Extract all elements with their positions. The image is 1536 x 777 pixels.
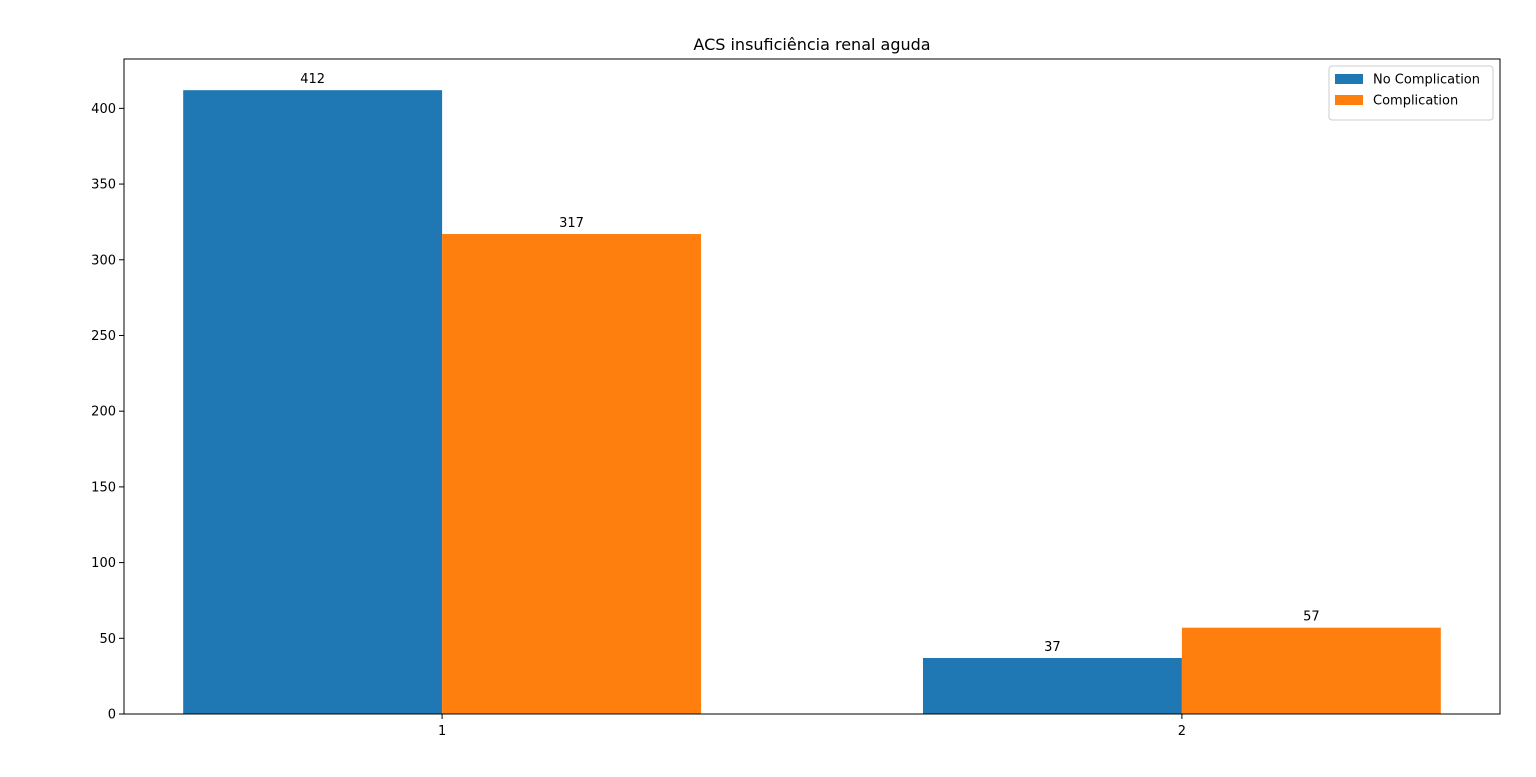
legend-swatch-no-complication xyxy=(1335,74,1363,84)
y-axis: 0 50 100 150 200 250 300 350 400 xyxy=(91,102,124,723)
y-tick-label: 200 xyxy=(91,405,116,420)
plot-frame xyxy=(123,58,1501,715)
y-tick-label: 0 xyxy=(108,708,116,723)
bar-no-complication-1 xyxy=(183,90,443,714)
y-tick-label: 100 xyxy=(91,556,116,571)
x-tick-label: 2 xyxy=(1178,724,1186,739)
y-tick-label: 250 xyxy=(91,329,116,344)
y-tick-label: 300 xyxy=(91,253,116,268)
y-tick-label: 400 xyxy=(91,102,116,117)
legend-label: Complication xyxy=(1373,94,1458,109)
bar-value-label: 37 xyxy=(1044,640,1061,655)
legend-label: No Complication xyxy=(1373,73,1480,88)
y-tick-label: 150 xyxy=(91,480,116,495)
x-tick-label: 1 xyxy=(438,724,446,739)
bars-group xyxy=(183,90,1441,715)
legend-frame xyxy=(1328,65,1494,121)
chart-title: ACS insuficiência renal aguda xyxy=(693,35,930,54)
bar-complication-1 xyxy=(442,234,702,715)
bar-value-label: 412 xyxy=(300,72,325,87)
bar-no-complication-2 xyxy=(922,657,1182,714)
bar-labels-group: 412 37 317 57 xyxy=(300,72,1319,655)
y-tick-label: 50 xyxy=(99,632,116,647)
y-tick-label: 350 xyxy=(91,178,116,193)
bar-value-label: 57 xyxy=(1303,610,1320,625)
legend-swatch-complication xyxy=(1335,95,1363,105)
bar-complication-2 xyxy=(1181,627,1441,714)
bar-value-label: 317 xyxy=(559,216,584,231)
legend: No Complication Complication xyxy=(1328,65,1494,121)
